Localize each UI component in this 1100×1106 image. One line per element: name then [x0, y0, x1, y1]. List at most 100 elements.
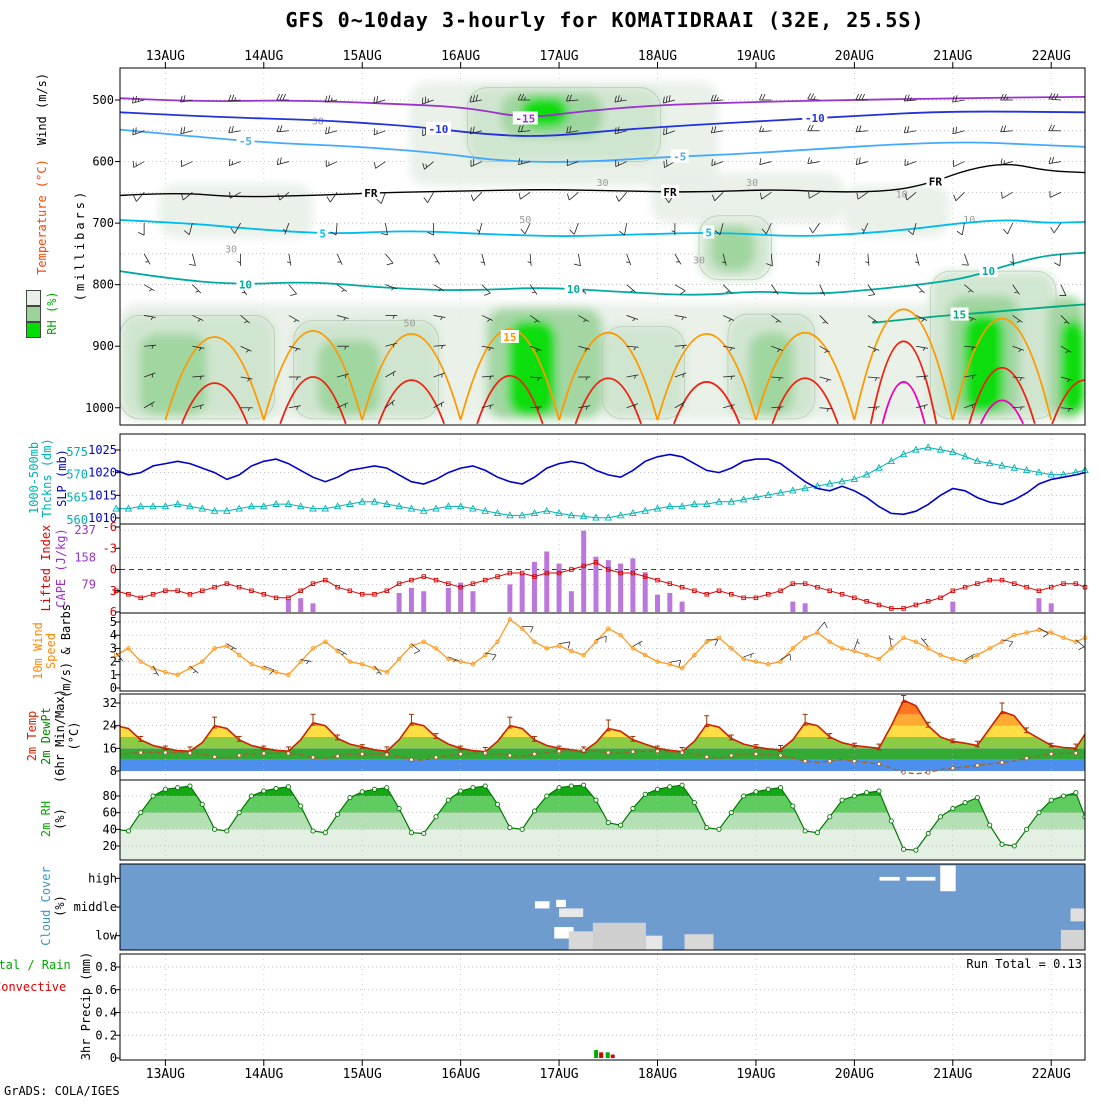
- dewpoint-marker: [336, 754, 340, 758]
- contour-label: -10: [429, 123, 449, 136]
- line: [1003, 229, 1007, 234]
- cape-bar: [1036, 598, 1041, 612]
- line: [280, 94, 283, 100]
- line: [289, 285, 297, 294]
- line: [781, 654, 791, 660]
- grads-credit: GrADS: COLA/IGES: [4, 1084, 120, 1098]
- rh-contour-label: 30: [596, 178, 608, 189]
- date-label: 14AUG: [244, 49, 283, 64]
- rh-marker: [778, 786, 782, 790]
- line: [790, 654, 791, 660]
- line: [477, 230, 480, 232]
- line: [1051, 227, 1054, 233]
- slp-tick: 1020: [88, 466, 117, 480]
- line: [568, 642, 570, 648]
- line: [193, 671, 196, 673]
- line: [744, 653, 754, 657]
- line: [865, 262, 868, 263]
- contour-label: -15: [515, 112, 535, 125]
- rh-marker: [459, 789, 463, 793]
- rh-marker: [1061, 794, 1065, 798]
- line: [953, 100, 965, 102]
- line: [277, 94, 280, 100]
- rh-marker: [139, 811, 143, 815]
- date-label: 17AUG: [540, 1067, 579, 1082]
- line: [471, 195, 473, 201]
- line: [868, 254, 869, 266]
- precip-panel: [120, 954, 1085, 1060]
- line: [771, 254, 772, 266]
- precip-border: [120, 954, 1085, 1060]
- line: [726, 291, 729, 292]
- slp-line: [116, 455, 1085, 515]
- rh-tick: 60: [103, 806, 117, 820]
- rh-marker: [520, 827, 524, 831]
- rh-marker: [791, 804, 795, 808]
- rh-marker: [680, 783, 684, 787]
- dewpoint-marker: [483, 751, 487, 755]
- contour-label: 10: [567, 283, 580, 296]
- line: [905, 162, 916, 166]
- rh-marker: [212, 827, 216, 831]
- rh-marker: [963, 801, 967, 805]
- dewpoint-marker: [213, 755, 217, 759]
- line: [759, 94, 762, 100]
- rh-marker: [766, 787, 770, 791]
- line: [762, 128, 763, 131]
- cape-tick: 237: [74, 523, 96, 537]
- axis-label-millibars: (millibars): [73, 145, 87, 345]
- dewpoint-marker: [803, 759, 807, 763]
- line: [149, 289, 152, 291]
- precip-conv-bar: [611, 1055, 615, 1058]
- cape-bar: [569, 591, 574, 612]
- line: [153, 666, 159, 676]
- temp-tick: 16: [103, 741, 117, 755]
- line: [229, 162, 240, 166]
- line: [184, 127, 185, 133]
- line: [1054, 263, 1060, 266]
- line: [229, 95, 231, 101]
- line: [133, 161, 134, 167]
- cloud-patch: [685, 934, 714, 950]
- line: [808, 157, 810, 163]
- rh-marker: [926, 831, 930, 835]
- precip-conv-bar: [599, 1052, 603, 1058]
- line: [289, 254, 291, 266]
- dewpoint-marker: [164, 751, 168, 755]
- cape-bar: [507, 584, 512, 612]
- rh-marker: [508, 826, 512, 830]
- dewpoint-marker: [410, 758, 414, 762]
- line: [283, 94, 286, 100]
- dewpoint-marker: [606, 751, 610, 755]
- dewpoint-marker: [139, 751, 143, 755]
- dewpoint-marker: [828, 759, 832, 763]
- axis-label-degc: (°C): [67, 636, 81, 836]
- cloud-patch: [906, 877, 935, 881]
- line: [1050, 192, 1061, 197]
- line: [374, 131, 385, 135]
- line: [962, 265, 968, 266]
- rh-marker: [1012, 844, 1016, 848]
- date-label: 13AUG: [146, 1067, 185, 1082]
- contour-label: FR: [364, 187, 378, 200]
- line: [625, 223, 627, 235]
- line: [675, 285, 685, 291]
- line: [381, 233, 387, 235]
- line: [530, 285, 537, 295]
- axis-label-2m-temp: 2m Temp: [25, 636, 39, 836]
- cape-li-panel: [114, 524, 1086, 613]
- line: [482, 254, 485, 266]
- rh-marker: [126, 829, 130, 833]
- date-label: 16AUG: [441, 1067, 480, 1082]
- wind-speed-line: [116, 619, 1085, 674]
- date-label: 21AUG: [933, 1067, 972, 1082]
- rh-marker: [274, 786, 278, 790]
- line: [195, 291, 198, 292]
- dewpoint-marker: [902, 771, 906, 775]
- line: [672, 231, 675, 232]
- rh-marker: [582, 783, 586, 787]
- rh-marker: [914, 848, 918, 852]
- line: [1008, 223, 1013, 234]
- rh-marker: [188, 784, 192, 788]
